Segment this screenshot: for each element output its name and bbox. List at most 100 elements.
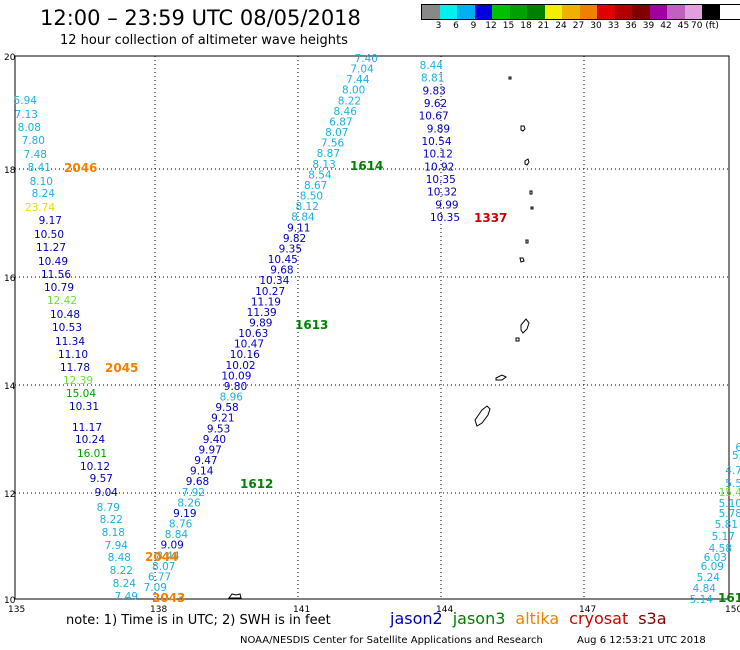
legend-label: 39 — [642, 21, 655, 31]
x-tick-label: 138 — [150, 605, 167, 615]
swh-value: 15.04 — [66, 388, 96, 400]
swh-value: 8.24 — [32, 188, 56, 200]
y-tick-label: 10 — [4, 596, 16, 606]
swh-value: 9.68 — [186, 476, 209, 488]
swh-value: 7.44 — [346, 74, 370, 86]
swh-value: 8.22 — [338, 95, 361, 107]
swh-value: 10.92 — [424, 161, 454, 173]
swh-value: 11.78 — [60, 362, 90, 374]
swh-value: 10.31 — [69, 401, 99, 413]
swh-value: 9.11 — [287, 222, 310, 234]
legend-swatch — [649, 5, 667, 19]
swh-value: 5.17 — [712, 531, 735, 543]
swh-value: 7.49 — [115, 591, 138, 603]
legend-swatch — [544, 5, 562, 19]
swh-value: 10.16 — [230, 349, 260, 361]
island-outline — [524, 158, 530, 166]
swh-value: 5.10 — [719, 498, 740, 510]
legend-label: 21 — [537, 21, 550, 31]
time-marker: 2045 — [105, 361, 138, 375]
island-outline — [520, 318, 530, 334]
swh-value: 10.34 — [259, 275, 289, 287]
swh-value: 9.14 — [190, 466, 214, 478]
swh-value: 5.94 — [14, 95, 38, 107]
swh-value: 8.54 — [308, 169, 332, 181]
time-marker: 1337 — [474, 211, 507, 225]
swh-value: 10.35 — [430, 212, 460, 224]
islands — [228, 76, 534, 599]
swh-value: 8.50 — [300, 191, 323, 203]
legend-swatch — [439, 5, 457, 19]
y-tick-label: 16 — [4, 274, 16, 284]
legend-labels: 3 6 9 12 15 18 21 24 27 30 33 36 39 42 45 70 (ft) — [421, 20, 740, 34]
swh-value: 11.17 — [72, 422, 102, 434]
swh-value: 8.24 — [113, 578, 137, 590]
swh-value: 8.44 — [156, 550, 180, 562]
legend-swatch — [597, 5, 615, 19]
island-outline — [515, 337, 520, 342]
swh-value: 10.49 — [38, 256, 68, 268]
swh-value: 8.00 — [342, 85, 365, 97]
time-marker: 1613 — [295, 318, 328, 332]
satellite-label-jason2: jason2 — [390, 609, 443, 628]
swh-value: 5.14 — [690, 594, 714, 606]
swh-value: 9.83 — [422, 85, 445, 97]
swh-value: 9.21 — [211, 413, 234, 425]
swh-value: 7.94 — [105, 540, 129, 552]
track: 5.947.138.087.807.488.418.108.2423.749.1… — [14, 95, 138, 603]
swh-value: 7.13 — [15, 109, 38, 121]
satellite-legend: jason2 jason3 altika cryosat s3a — [390, 609, 677, 628]
swh-value: 10.09 — [221, 370, 251, 382]
legend-swatch — [422, 5, 440, 19]
swh-value: 8.44 — [420, 60, 444, 72]
swh-value: 9.53 — [207, 423, 230, 435]
generated-timestamp: Aug 6 12:53:21 UTC 2018 — [577, 635, 706, 646]
satellite-label-jason3: jason3 — [452, 609, 506, 628]
swh-value: 11.34 — [55, 336, 85, 348]
legend-swatch — [474, 5, 492, 19]
y-tick-label: 18 — [4, 166, 16, 176]
swh-value: 10.79 — [44, 282, 74, 294]
swh-value: 7.48 — [24, 149, 47, 161]
swh-value: 8.12 — [296, 201, 319, 213]
swh-value: 10.53 — [52, 322, 82, 334]
swh-value: 10.54 — [421, 136, 451, 148]
track: 65. 4.75.515.45.105.785.815.174.586.036.0… — [690, 442, 740, 606]
swh-value: 8.07 — [325, 127, 348, 139]
swh-value: 9.47 — [194, 455, 217, 467]
legend-label: 36 — [625, 21, 637, 31]
swh-value: 7.40 — [355, 53, 378, 65]
swh-value: 10.12 — [80, 461, 110, 473]
island-outline — [228, 593, 242, 599]
y-tick-label: 12 — [4, 490, 15, 500]
legend-swatch — [457, 5, 475, 19]
time-marker: 2046 — [64, 161, 97, 175]
swh-value: 10.12 — [423, 149, 453, 161]
swh-value: 9.82 — [283, 233, 306, 245]
swh-value: 8.08 — [18, 122, 41, 134]
track: 7.407.047.448.008.228.466.878.077.568.87… — [144, 53, 378, 594]
y-tick-label: 20 — [4, 53, 16, 63]
legend-label: 42 — [660, 21, 672, 31]
swh-value: 9.68 — [270, 265, 293, 277]
satellite-label-s3a: s3a — [638, 609, 667, 628]
swh-value: 8.87 — [317, 148, 340, 160]
swh-value: 7.80 — [22, 135, 45, 147]
legend-swatches — [421, 4, 740, 20]
swh-value: 4.84 — [693, 583, 717, 595]
island-outline — [529, 190, 533, 195]
swh-value: 11.39 — [247, 307, 277, 319]
page-title: 12:00 – 23:59 UTC 08/05/2018 — [40, 6, 361, 30]
swh-value: 8.18 — [102, 527, 125, 539]
legend-swatch — [562, 5, 580, 19]
swh-value: 12.39 — [63, 375, 93, 387]
swh-value: 9.99 — [435, 199, 458, 211]
legend-swatch — [509, 5, 527, 19]
island-outline — [474, 405, 491, 427]
legend-swatch — [579, 5, 597, 19]
swh-value: 9.97 — [198, 444, 221, 456]
swh-value: 8.67 — [304, 180, 327, 192]
swh-value: 6.09 — [701, 561, 724, 573]
swh-value: 8.76 — [169, 519, 193, 531]
swh-value: 7.09 — [144, 582, 167, 594]
